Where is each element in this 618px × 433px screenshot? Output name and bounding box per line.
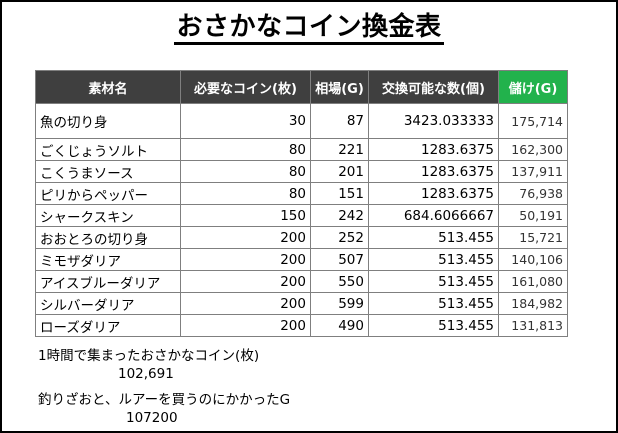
cell-required-coins: 200 xyxy=(180,270,311,293)
cell-exchangeable-count: 513.455 xyxy=(368,270,499,293)
cell-market-price: 151 xyxy=(310,182,369,205)
cell-profit: 161,080 xyxy=(498,270,568,293)
cell-required-coins: 30 xyxy=(180,103,311,139)
cell-material: おおとろの切り身 xyxy=(35,226,181,249)
page-title: おさかなコイン換金表 xyxy=(0,6,618,45)
table-row: シャークスキン 150 242 684.6066667 50,191 xyxy=(35,204,568,227)
cell-exchangeable-count: 3423.033333 xyxy=(368,103,499,139)
cell-material: ごくじょうソルト xyxy=(35,138,181,161)
header-market-price: 相場(G) xyxy=(310,70,369,104)
cell-exchangeable-count: 513.455 xyxy=(368,292,499,315)
cell-exchangeable-count: 1283.6375 xyxy=(368,138,499,161)
table-row: シルバーダリア 200 599 513.455 184,982 xyxy=(35,292,568,315)
cell-material: シルバーダリア xyxy=(35,292,181,315)
cell-profit: 140,106 xyxy=(498,248,568,271)
cell-material: ローズダリア xyxy=(35,314,181,337)
table-row: ミモザダリア 200 507 513.455 140,106 xyxy=(35,248,568,271)
cell-required-coins: 200 xyxy=(180,314,311,337)
cell-material: 魚の切り身 xyxy=(35,103,181,139)
title-text: おさかなコイン換金表 xyxy=(174,12,444,45)
equipment-cost-value: 107200 xyxy=(126,410,178,426)
cell-exchangeable-count: 684.6066667 xyxy=(368,204,499,227)
cell-market-price: 201 xyxy=(310,160,369,183)
cell-market-price: 221 xyxy=(310,138,369,161)
cell-market-price: 490 xyxy=(310,314,369,337)
table-row: ピリからペッパー 80 151 1283.6375 76,938 xyxy=(35,182,568,205)
header-profit: 儲け(G) xyxy=(498,70,568,104)
cell-profit: 15,721 xyxy=(498,226,568,249)
cell-profit: 76,938 xyxy=(498,182,568,205)
header-exchangeable-count: 交換可能な数(個) xyxy=(368,70,499,104)
table-row: こくうまソース 80 201 1283.6375 137,911 xyxy=(35,160,568,183)
equipment-cost-label: 釣りざおと、ルアーを買うのにかかったG xyxy=(38,392,291,408)
table-row: ごくじょうソルト 80 221 1283.6375 162,300 xyxy=(35,138,568,161)
cell-exchangeable-count: 1283.6375 xyxy=(368,182,499,205)
cell-required-coins: 80 xyxy=(180,182,311,205)
cell-material: アイスブルーダリア xyxy=(35,270,181,293)
table-header-row: 素材名 必要なコイン(枚) 相場(G) 交換可能な数(個) 儲け(G) xyxy=(35,70,568,104)
table-row: おおとろの切り身 200 252 513.455 15,721 xyxy=(35,226,568,249)
cell-exchangeable-count: 513.455 xyxy=(368,314,499,337)
cell-exchangeable-count: 513.455 xyxy=(368,226,499,249)
coins-collected-label: 1時間で集まったおさかなコイン(枚) xyxy=(38,348,260,364)
table-row: 魚の切り身 30 87 3423.033333 175,714 xyxy=(35,103,568,139)
cell-profit: 137,911 xyxy=(498,160,568,183)
cell-exchangeable-count: 1283.6375 xyxy=(368,160,499,183)
cell-material: シャークスキン xyxy=(35,204,181,227)
cell-required-coins: 80 xyxy=(180,160,311,183)
cell-material: こくうまソース xyxy=(35,160,181,183)
cell-market-price: 550 xyxy=(310,270,369,293)
table-row: アイスブルーダリア 200 550 513.455 161,080 xyxy=(35,270,568,293)
header-material: 素材名 xyxy=(35,70,181,104)
table-row: ローズダリア 200 490 513.455 131,813 xyxy=(35,314,568,337)
cell-required-coins: 80 xyxy=(180,138,311,161)
cell-market-price: 87 xyxy=(310,103,369,139)
coin-exchange-table: 素材名 必要なコイン(枚) 相場(G) 交換可能な数(個) 儲け(G) 魚の切り… xyxy=(35,70,568,337)
cell-required-coins: 150 xyxy=(180,204,311,227)
cell-material: ミモザダリア xyxy=(35,248,181,271)
cell-market-price: 599 xyxy=(310,292,369,315)
cell-profit: 50,191 xyxy=(498,204,568,227)
cell-material: ピリからペッパー xyxy=(35,182,181,205)
cell-required-coins: 200 xyxy=(180,248,311,271)
cell-market-price: 507 xyxy=(310,248,369,271)
coins-collected-value: 102,691 xyxy=(118,366,174,382)
cell-profit: 184,982 xyxy=(498,292,568,315)
cell-required-coins: 200 xyxy=(180,226,311,249)
cell-profit: 131,813 xyxy=(498,314,568,337)
cell-required-coins: 200 xyxy=(180,292,311,315)
cell-market-price: 242 xyxy=(310,204,369,227)
cell-profit: 162,300 xyxy=(498,138,568,161)
header-required-coins: 必要なコイン(枚) xyxy=(180,70,311,104)
cell-profit: 175,714 xyxy=(498,103,568,139)
cell-market-price: 252 xyxy=(310,226,369,249)
cell-exchangeable-count: 513.455 xyxy=(368,248,499,271)
